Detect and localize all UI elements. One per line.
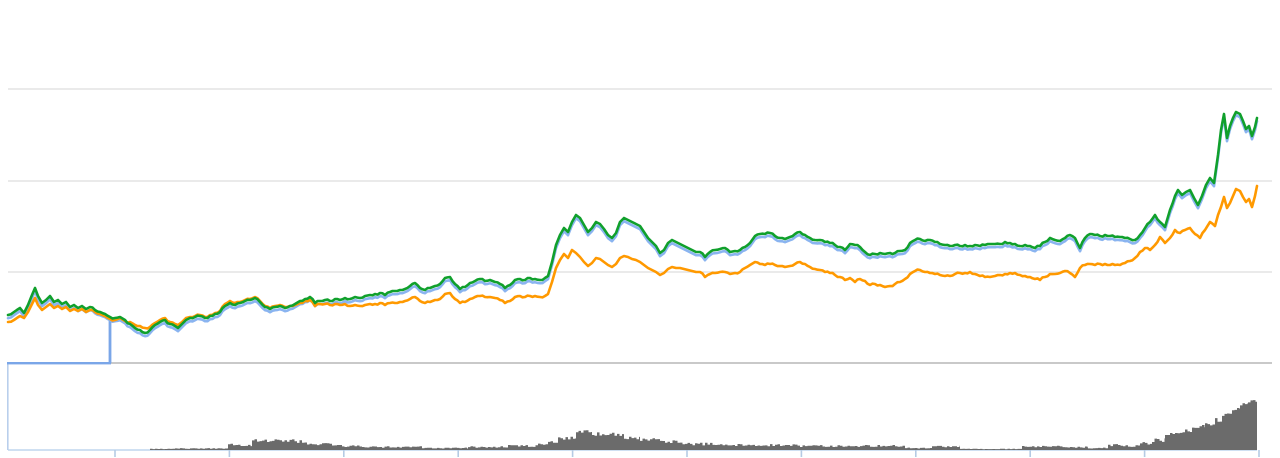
series-green-line	[6, 110, 1259, 335]
series-blue-shadow-line	[6, 113, 1259, 338]
series-orange-line	[6, 184, 1259, 330]
x-axis-ticks	[114, 450, 1260, 457]
selection-top-border	[7, 362, 111, 365]
volume-silhouette	[8, 400, 1257, 450]
selection-handle[interactable]	[108, 318, 112, 363]
selection-left-border	[7, 363, 9, 450]
range-selector	[7, 318, 112, 450]
